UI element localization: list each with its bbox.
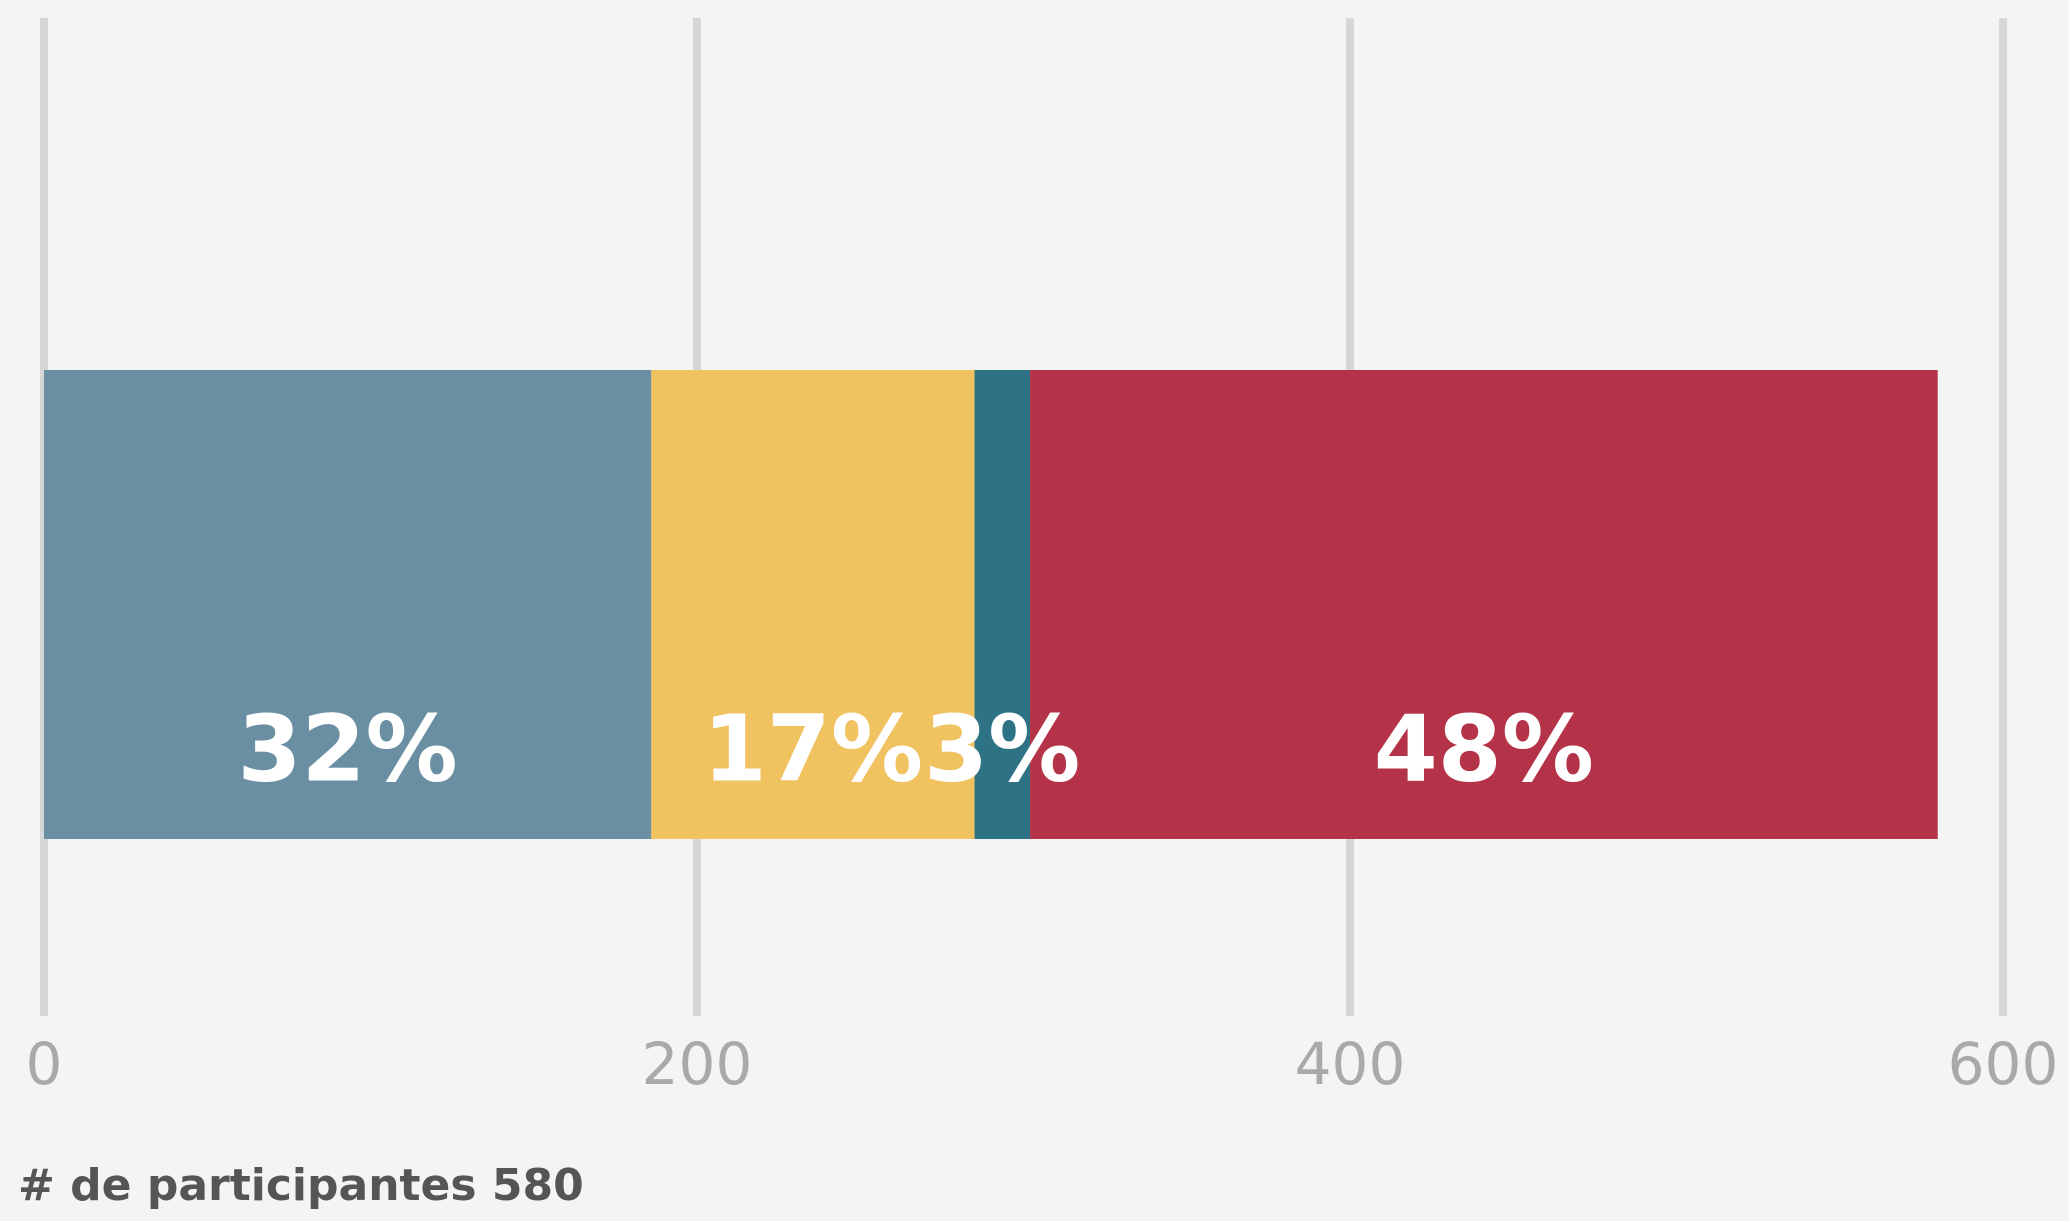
x-tick-label: 400 bbox=[1295, 1030, 1406, 1098]
participants-note: # de participantes 580 bbox=[18, 1160, 584, 1211]
value-label: 32% bbox=[238, 695, 458, 802]
chart: # de participantes 580 0 200 400 600 32% 17%3… bbox=[0, 0, 2069, 1221]
x-tick-label: 200 bbox=[642, 1030, 753, 1098]
x-tick-label: 600 bbox=[1948, 1030, 2059, 1098]
value-label: 48% bbox=[1374, 695, 1594, 802]
x-tick-label: 0 bbox=[26, 1030, 63, 1098]
value-label: 17% bbox=[703, 695, 923, 802]
value-label: 3% bbox=[924, 695, 1080, 802]
